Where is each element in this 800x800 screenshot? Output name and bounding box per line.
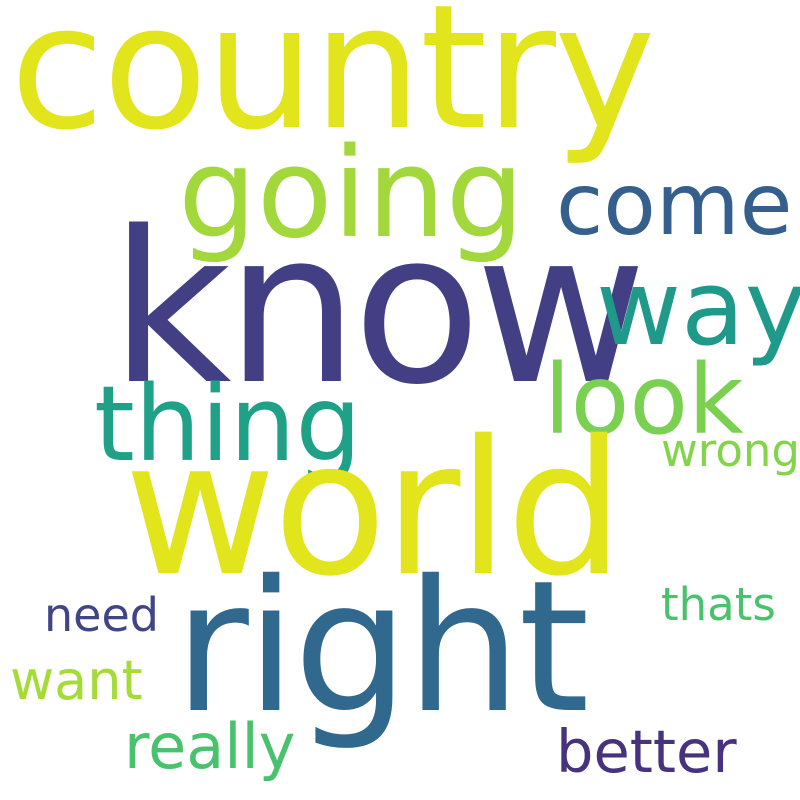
word-thing: thing	[94, 363, 362, 485]
word-right: right	[174, 541, 590, 753]
word-way: way	[596, 247, 800, 369]
word-really: really	[124, 710, 296, 783]
word-know: know	[110, 186, 647, 431]
word-country: country	[10, 0, 656, 168]
word-need: need	[44, 588, 159, 642]
word-world: world	[124, 400, 624, 617]
word-wrong: wrong	[661, 424, 800, 477]
word-going: going	[178, 122, 525, 266]
word-want: want	[10, 649, 143, 712]
word-look: look	[544, 344, 744, 456]
word-come: come	[556, 155, 793, 255]
word-better: better	[556, 717, 737, 786]
word-thats: thats	[661, 578, 776, 631]
